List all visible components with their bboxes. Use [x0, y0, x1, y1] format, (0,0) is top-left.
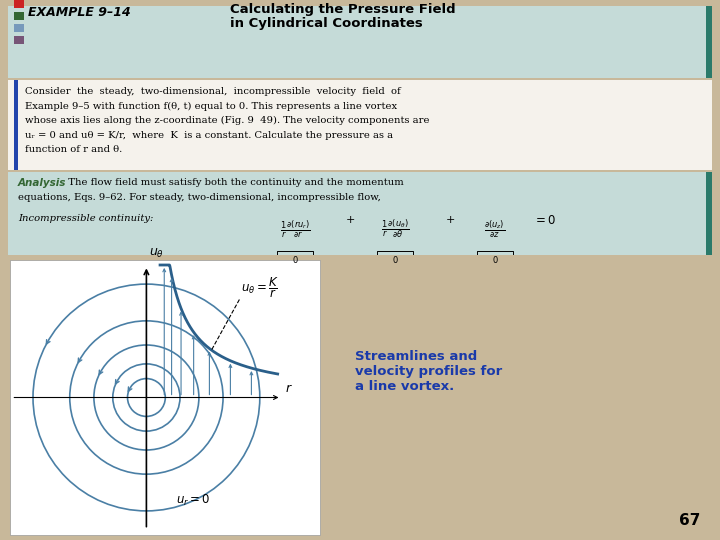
Text: 0: 0 — [292, 256, 297, 265]
Text: $r$: $r$ — [285, 382, 293, 395]
Bar — [8, 172, 712, 255]
Text: function of r and θ.: function of r and θ. — [25, 145, 122, 154]
Text: uᵣ = 0 and uθ = K/r,  where  K  is a constant. Calculate the pressure as a: uᵣ = 0 and uθ = K/r, where K is a consta… — [25, 131, 393, 139]
Text: $u_\theta$: $u_\theta$ — [150, 246, 164, 260]
Text: Example 9–5 with function f(θ, t) equal to 0. This represents a line vortex: Example 9–5 with function f(θ, t) equal … — [25, 102, 397, 111]
Bar — [14, 80, 18, 170]
Text: Streamlines and
velocity profiles for
a line vortex.: Streamlines and velocity profiles for a … — [355, 350, 503, 393]
Bar — [8, 6, 712, 78]
Text: Consider  the  steady,  two-dimensional,  incompressible  velocity  field  of: Consider the steady, two-dimensional, in… — [25, 87, 401, 96]
Text: Analysis: Analysis — [18, 178, 66, 188]
Text: 67: 67 — [679, 513, 700, 528]
Bar — [8, 80, 712, 170]
Text: whose axis lies along the z-coordinate (Fig. 9  49). The velocity components are: whose axis lies along the z-coordinate (… — [25, 116, 430, 125]
Bar — [706, 6, 712, 78]
Bar — [10, 260, 320, 535]
Text: 0: 0 — [392, 256, 397, 265]
Text: $= 0$: $= 0$ — [534, 214, 557, 227]
Text: equations, Eqs. 9–62. For steady, two-dimensional, incompressible flow,: equations, Eqs. 9–62. For steady, two-di… — [18, 193, 381, 202]
Bar — [14, 36, 24, 44]
Text: $\frac{1}{r}\frac{\partial(ru_r)}{\partial r}$: $\frac{1}{r}\frac{\partial(ru_r)}{\parti… — [279, 218, 310, 240]
Text: $u_\theta = \dfrac{K}{r}$: $u_\theta = \dfrac{K}{r}$ — [241, 275, 279, 300]
Text: in Cylindrical Coordinates: in Cylindrical Coordinates — [230, 17, 423, 30]
Text: EXAMPLE 9–14: EXAMPLE 9–14 — [28, 6, 131, 19]
Text: Incompressible continuity:: Incompressible continuity: — [18, 214, 153, 223]
Text: 0: 0 — [492, 256, 498, 265]
Text: $+$: $+$ — [345, 214, 355, 225]
Bar — [14, 0, 24, 8]
Text: $+$: $+$ — [445, 214, 455, 225]
Text: Calculating the Pressure Field: Calculating the Pressure Field — [230, 3, 456, 17]
Bar — [706, 172, 712, 255]
Text: $\frac{1}{r}\frac{\partial(u_\theta)}{\partial \theta}$: $\frac{1}{r}\frac{\partial(u_\theta)}{\p… — [381, 218, 409, 240]
Text: The flow field must satisfy both the continuity and the momentum: The flow field must satisfy both the con… — [62, 178, 404, 187]
Text: $u_r = 0$: $u_r = 0$ — [176, 492, 211, 508]
Bar — [14, 12, 24, 20]
Bar — [14, 24, 24, 32]
Text: $\frac{\partial(u_z)}{\partial z}$: $\frac{\partial(u_z)}{\partial z}$ — [485, 218, 505, 240]
